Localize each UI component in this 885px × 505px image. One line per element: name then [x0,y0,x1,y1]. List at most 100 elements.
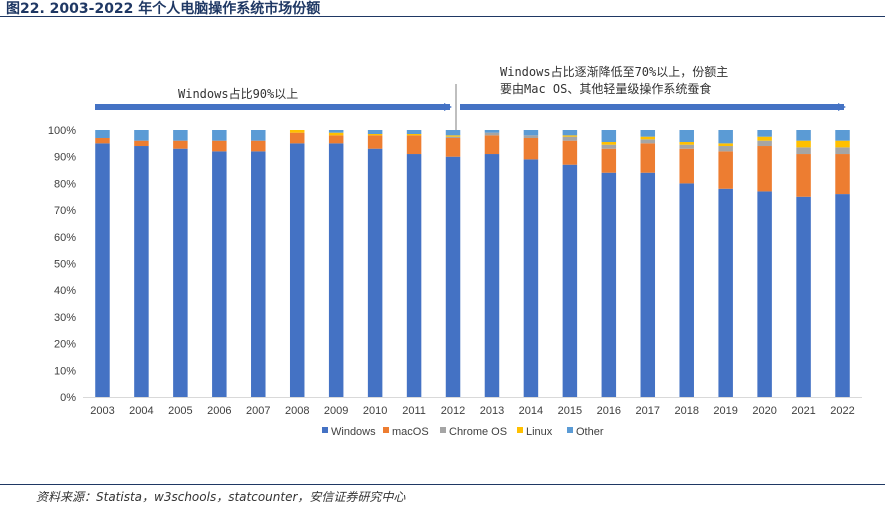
bar-segment-chrome-os [718,146,733,152]
legend-label: Linux [526,426,553,438]
bar-segment-linux [367,134,383,136]
bar-segment-chrome-os [562,136,578,141]
legend-swatch [567,427,573,433]
bar-segment-other [835,130,850,141]
bar-segment-windows [328,143,344,397]
y-tick-label: 40% [54,285,76,297]
bar-segment-windows [445,156,461,397]
bar-segment-other [679,130,694,143]
bar-segment-linux [445,135,461,137]
bar-segment-macos [757,146,772,192]
bar-segment-other [367,130,383,135]
x-tick-label: 2008 [285,405,309,417]
legend-swatch [322,427,328,433]
bar-segment-windows [679,183,694,397]
bar-segment-windows [562,164,578,397]
x-tick-label: 2014 [519,405,543,417]
bar-segment-linux [718,143,733,147]
x-tick-label: 2019 [713,405,737,417]
x-tick-label: 2018 [674,405,698,417]
x-tick-label: 2013 [480,405,504,417]
bar-segment-windows [173,148,188,397]
legend-label: macOS [392,426,429,438]
bar-segment-windows [95,143,110,397]
y-tick-label: 90% [54,152,76,164]
x-tick-label: 2006 [207,405,231,417]
bar-segment-windows [835,194,850,397]
annotation-right-line1: Windows占比逐渐降低至70%以上，份额主 [500,64,728,79]
bar-segment-macos [212,140,227,152]
x-axis: 2003 2004 2005 2006 2007 2008 2009 2010 2011 2012… [90,405,855,417]
bar-segment-other [757,130,772,137]
bar-segment-chrome-os [679,144,694,149]
bar-segment-windows [757,191,772,397]
bar-segment-other [95,130,110,139]
bar-segment-other [796,130,811,141]
bar-segment-macos [251,140,266,152]
y-tick-label: 20% [54,339,76,351]
legend-swatch [383,427,389,433]
bar-segment-other [484,130,500,133]
bar-segment-macos [406,135,422,155]
x-tick-label: 2015 [558,405,582,417]
bar-segment-windows [523,159,539,397]
legend-label: Other [576,426,604,438]
bar-segment-linux [679,142,694,145]
bar-segment-other [173,130,188,141]
bar-segment-chrome-os [640,139,656,144]
bar-segment-windows [134,146,149,397]
bar-segment-other [134,130,149,141]
bar-segment-windows [289,143,305,397]
bar-segment-macos [328,135,344,144]
bar-segment-linux [640,136,656,140]
x-tick-label: 2016 [597,405,621,417]
bar-segment-chrome-os [601,144,617,149]
legend-label: Chrome OS [449,426,507,438]
bar-segment-macos [367,135,383,149]
legend-label: Windows [331,426,376,438]
bar-segment-other [718,130,733,144]
x-tick-label: 2020 [752,405,776,417]
bar-segment-windows [212,151,227,397]
bar-segment-macos [562,140,578,165]
x-tick-label: 2005 [168,405,192,417]
bar-segment-other [523,130,539,136]
bar-segment-chrome-os [757,140,772,147]
figure-title: 图22. 2003-2022 年个人电脑操作系统市场份额 [6,1,321,17]
bar-segment-macos [445,138,461,157]
y-tick-label: 100% [48,125,76,137]
bar-segment-windows [796,196,811,397]
x-tick-label: 2011 [402,405,426,417]
x-tick-label: 2022 [830,405,854,417]
x-tick-label: 2009 [324,405,348,417]
bar-segment-chrome-os [445,136,461,139]
x-tick-label: 2003 [90,405,114,417]
bar-segment-macos [134,140,149,147]
legend-swatch [440,427,446,433]
y-tick-label: 30% [54,312,76,324]
bar-segment-windows [484,154,500,397]
bar-segment-chrome-os [484,132,500,136]
bar-segment-linux [796,140,811,148]
y-tick-label: 60% [54,232,76,244]
bar-segment-other [640,130,656,137]
bar-segment-macos [95,138,110,144]
bar-segment-other [328,130,344,133]
bar-segment-windows [367,148,383,397]
bar-series [95,130,850,397]
y-tick-label: 10% [54,365,76,377]
bar-segment-other [562,130,578,136]
y-tick-label: 50% [54,259,76,271]
x-tick-label: 2010 [363,405,387,417]
annotation-right-line2: 要由Mac OS、其他轻量级操作系统蚕食 [500,81,711,96]
y-tick-label: 0% [60,392,76,404]
legend-swatch [517,427,523,433]
x-tick-label: 2007 [246,405,270,417]
y-axis: 0% 10% 20% 30% 40% 50% 60% 70% 80% 90% 100% [48,125,76,404]
x-tick-label: 2021 [791,405,815,417]
bar-segment-macos [173,140,188,149]
source-note: 资料来源：Statista，w3schools，statcounter，安信证券… [36,490,406,504]
legend: Windows macOS Chrome OS Linux Other [322,426,604,438]
bar-segment-macos [679,148,694,184]
bar-segment-macos [835,154,850,195]
